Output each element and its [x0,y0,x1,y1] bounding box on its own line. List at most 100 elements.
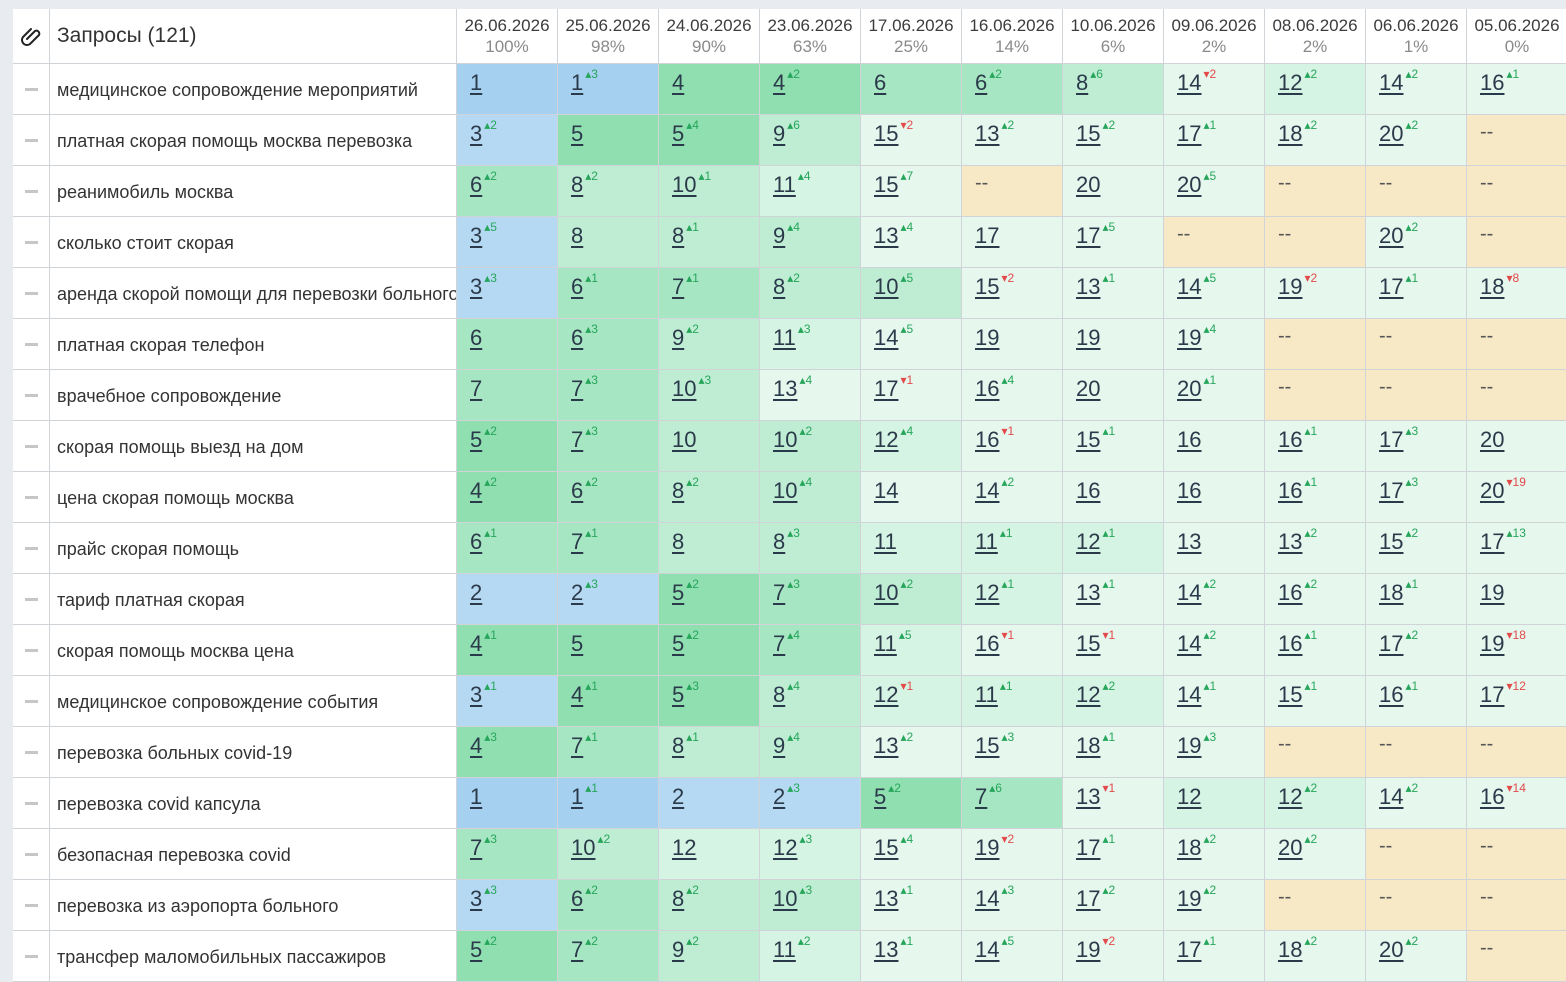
position-cell[interactable]: 11 [861,523,962,574]
position-link[interactable]: 1 [470,784,483,809]
position-cell[interactable]: 20 ▴2 [1366,115,1467,166]
position-link[interactable]: 18 [1177,835,1202,860]
position-cell[interactable]: 20 ▴2 [1366,217,1467,268]
position-cell[interactable]: 8 ▴3 [760,523,861,574]
position-cell[interactable]: 13 ▴2 [861,727,962,778]
position-link[interactable]: 4 [470,478,483,503]
position-link[interactable]: 10 [773,427,798,452]
position-link[interactable]: 6 [975,70,988,95]
row-collapse-toggle[interactable] [13,268,50,319]
position-cell[interactable]: 8 ▴1 [659,217,760,268]
position-cell[interactable]: 12 ▴3 [760,829,861,880]
position-link[interactable]: 17 [1177,121,1202,146]
position-cell[interactable]: 7 ▴3 [558,421,659,472]
position-cell[interactable]: 7 ▴1 [558,727,659,778]
position-link[interactable]: 12 [773,835,798,860]
date-column-header[interactable]: 26.06.2026 100% [457,9,558,64]
position-link[interactable]: 10 [874,580,899,605]
position-link[interactable]: 14 [874,478,899,503]
position-link[interactable]: 20 [1177,376,1202,401]
position-link[interactable]: 18 [1278,937,1303,962]
position-cell[interactable]: 6 ▴2 [558,880,659,931]
position-cell[interactable]: 11 ▴1 [962,676,1063,727]
position-link[interactable]: 11 [874,529,897,554]
position-cell[interactable]: 17 ▴1 [1164,115,1265,166]
position-cell[interactable]: 13 ▴2 [1265,523,1366,574]
position-link[interactable]: 17 [1379,631,1404,656]
position-link[interactable]: 16 [1480,784,1505,809]
position-link[interactable]: 3 [470,223,483,248]
position-link[interactable]: 10 [773,478,798,503]
position-cell[interactable]: 20 [1063,370,1164,421]
position-cell[interactable]: 3 ▴3 [457,268,558,319]
position-cell[interactable]: 15 ▴1 [1265,676,1366,727]
position-link[interactable]: 14 [1177,580,1202,605]
position-link[interactable]: 17 [1379,478,1404,503]
position-link[interactable]: 6 [470,172,483,197]
position-link[interactable]: 7 [773,580,786,605]
position-link[interactable]: 11 [773,172,796,197]
position-link[interactable]: 7 [571,529,584,554]
row-collapse-toggle[interactable] [13,625,50,676]
position-cell[interactable]: 17 ▴1 [1164,931,1265,982]
position-link[interactable]: 10 [672,172,697,197]
position-link[interactable]: 2 [773,784,786,809]
position-cell[interactable]: 20 ▴1 [1164,370,1265,421]
position-cell[interactable]: 12 ▴2 [1265,64,1366,115]
position-cell[interactable]: 20 [1063,166,1164,217]
position-cell[interactable]: 19 [1467,574,1566,625]
position-link[interactable]: 5 [672,121,685,146]
position-link[interactable]: 1 [470,70,483,95]
position-cell[interactable]: 6 ▴1 [558,268,659,319]
position-cell[interactable]: 15 ▴2 [1366,523,1467,574]
position-cell[interactable]: 8 ▴2 [659,472,760,523]
position-cell[interactable]: 14 ▴3 [962,880,1063,931]
position-cell[interactable]: 10 ▴3 [760,880,861,931]
position-cell[interactable]: 16 ▴1 [1265,421,1366,472]
position-cell[interactable]: 5 ▴2 [659,625,760,676]
position-cell[interactable]: 8 [659,523,760,574]
position-link[interactable]: 19 [1076,325,1101,350]
position-link[interactable]: 7 [571,427,584,452]
position-cell[interactable]: 10 [659,421,760,472]
position-link[interactable]: 10 [874,274,899,299]
position-link[interactable]: 3 [470,682,483,707]
position-link[interactable]: 13 [1076,274,1101,299]
position-cell[interactable]: 13 ▴1 [1063,574,1164,625]
position-cell[interactable]: 13 ▴1 [1063,268,1164,319]
row-collapse-toggle[interactable] [13,166,50,217]
position-link[interactable]: 3 [470,274,483,299]
position-cell[interactable]: 7 ▴3 [760,574,861,625]
row-collapse-toggle[interactable] [13,778,50,829]
position-link[interactable]: 20 [1480,427,1505,452]
position-link[interactable]: 5 [470,937,483,962]
position-cell[interactable]: 4 ▴1 [457,625,558,676]
position-link[interactable]: 20 [1379,223,1404,248]
position-link[interactable]: 6 [874,70,887,95]
position-link[interactable]: 19 [1076,937,1101,962]
position-link[interactable]: 8 [1076,70,1089,95]
position-link[interactable]: 5 [672,682,685,707]
position-link[interactable]: 13 [874,223,899,248]
position-link[interactable]: 17 [1076,835,1101,860]
position-link[interactable]: 16 [1278,478,1303,503]
position-link[interactable]: 19 [975,835,1000,860]
position-link[interactable]: 14 [1177,70,1202,95]
row-collapse-toggle[interactable] [13,523,50,574]
position-cell[interactable]: 4 ▴2 [457,472,558,523]
row-collapse-toggle[interactable] [13,319,50,370]
position-link[interactable]: 8 [672,529,685,554]
position-cell[interactable]: 4 ▴3 [457,727,558,778]
position-cell[interactable]: 20 ▴2 [1366,931,1467,982]
position-cell[interactable]: 15 ▾1 [1063,625,1164,676]
position-cell[interactable]: 9 ▴2 [659,319,760,370]
position-link[interactable]: 20 [1379,937,1404,962]
position-link[interactable]: 14 [1177,274,1202,299]
position-cell[interactable]: 13 ▴2 [962,115,1063,166]
position-link[interactable]: 12 [874,682,899,707]
position-cell[interactable]: 19 ▴3 [1164,727,1265,778]
position-cell[interactable]: 10 ▴3 [659,370,760,421]
position-cell[interactable]: 18 ▴2 [1164,829,1265,880]
position-link[interactable]: 18 [1480,274,1505,299]
position-cell[interactable]: 5 ▴2 [659,574,760,625]
